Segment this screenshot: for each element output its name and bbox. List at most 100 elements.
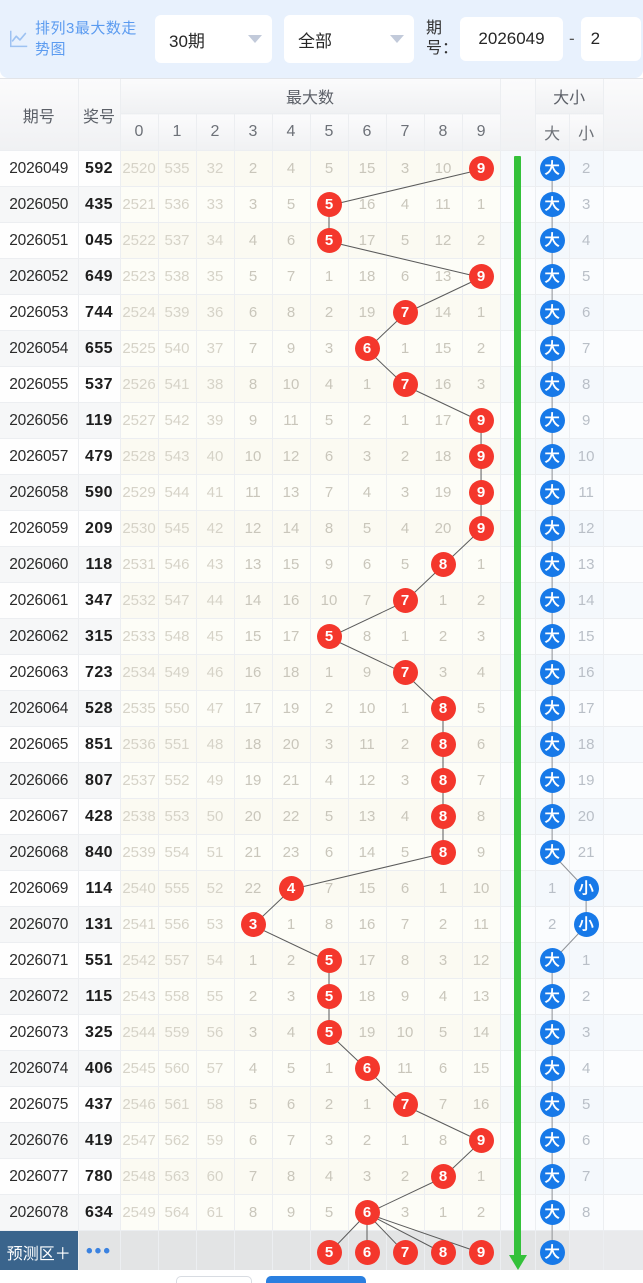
cell-miss: 559 bbox=[158, 1014, 197, 1051]
cell-prize: 045 bbox=[78, 222, 121, 259]
table-row[interactable]: 2026058 590 2529 544 41 11 13 7 4 3 19 9 大 11 bbox=[0, 474, 643, 511]
cell-miss: 545 bbox=[158, 510, 197, 547]
cell-miss: 5 bbox=[310, 1194, 349, 1231]
cell-hit-ball: 8 bbox=[424, 546, 463, 583]
prediction-cell-ball[interactable]: 9 bbox=[462, 1230, 501, 1273]
cell-miss: 4 bbox=[234, 222, 273, 259]
table-row[interactable]: 2026049 592 2520 535 32 2 4 5 15 3 10 9 大 2 bbox=[0, 150, 643, 187]
table-row[interactable]: 2026070 131 2541 556 53 3 1 8 16 7 2 11 2 小 bbox=[0, 906, 643, 943]
cell-hit-ball: 7 bbox=[386, 366, 425, 403]
cell-miss: 1 bbox=[424, 1194, 463, 1231]
cell-miss: 537 bbox=[158, 222, 197, 259]
prediction-cell-empty[interactable] bbox=[120, 1230, 159, 1273]
bottom-primary-button[interactable] bbox=[266, 1276, 366, 1283]
cell-miss: 2524 bbox=[120, 294, 159, 331]
cell-miss: 19 bbox=[234, 762, 273, 799]
prediction-cell-empty[interactable] bbox=[196, 1230, 235, 1273]
issue-from-input[interactable]: 2026049 bbox=[460, 17, 563, 61]
table-row[interactable]: 2026065 851 2536 551 48 18 20 3 11 2 8 6 大 18 bbox=[0, 726, 643, 763]
size-ball-big: 大 bbox=[539, 516, 565, 541]
prediction-ball[interactable]: 5 bbox=[316, 1239, 342, 1265]
table-row[interactable]: 2026078 634 2549 564 61 8 9 5 6 3 1 2 大 8 bbox=[0, 1194, 643, 1231]
table-row[interactable]: 2026073 325 2544 559 56 3 4 5 19 10 5 14 大 3 bbox=[0, 1014, 643, 1051]
cell-tail bbox=[603, 1014, 643, 1051]
table-row[interactable]: 2026055 537 2526 541 38 8 10 4 1 7 16 3 大 8 bbox=[0, 366, 643, 403]
cell-miss: 2547 bbox=[120, 1122, 159, 1159]
cell-miss: 4 bbox=[424, 978, 463, 1015]
prediction-cell-empty[interactable] bbox=[158, 1230, 197, 1273]
cell-miss: 6 bbox=[386, 870, 425, 907]
prediction-row[interactable]: 预测区＋ ••• 5 6 7 8 9 大 bbox=[0, 1230, 643, 1273]
prediction-cell-ball[interactable]: 7 bbox=[386, 1230, 425, 1273]
hit-ball: 5 bbox=[316, 1020, 342, 1045]
table-row[interactable]: 2026057 479 2528 543 40 10 12 6 3 2 18 9 大 10 bbox=[0, 438, 643, 475]
cell-miss: 5 bbox=[386, 834, 425, 871]
cell-prize: 590 bbox=[78, 474, 121, 511]
prediction-ball[interactable]: 7 bbox=[392, 1239, 418, 1265]
cell-prize: 592 bbox=[78, 150, 121, 187]
table-row[interactable]: 2026072 115 2543 558 55 2 3 5 18 9 4 13 大 2 bbox=[0, 978, 643, 1015]
size-ball-big: 大 bbox=[539, 192, 565, 217]
prediction-cell-empty[interactable] bbox=[272, 1230, 311, 1273]
table-row[interactable]: 2026075 437 2546 561 58 5 6 2 1 7 7 16 大 5 bbox=[0, 1086, 643, 1123]
prediction-cell-ball[interactable]: 6 bbox=[348, 1230, 387, 1273]
table-row[interactable]: 2026050 435 2521 536 33 3 5 5 16 4 11 1 大 3 bbox=[0, 186, 643, 223]
table-row[interactable]: 2026054 655 2525 540 37 7 9 3 6 1 15 2 大 7 bbox=[0, 330, 643, 367]
cell-miss: 1 bbox=[424, 870, 463, 907]
cell-miss: 9 bbox=[272, 1194, 311, 1231]
prediction-add-button[interactable]: 预测区＋ bbox=[0, 1230, 79, 1273]
cell-miss: 7 bbox=[272, 258, 311, 295]
table-row[interactable]: 2026051 045 2522 537 34 4 6 5 17 5 12 2 大 4 bbox=[0, 222, 643, 259]
prediction-ball[interactable]: 8 bbox=[430, 1239, 456, 1265]
prediction-cell-ball[interactable]: 8 bbox=[424, 1230, 463, 1273]
table-row[interactable]: 2026061 347 2532 547 44 14 16 10 7 7 1 2 大 14 bbox=[0, 582, 643, 619]
cell-size-ball: 大 bbox=[535, 330, 570, 367]
filter-select[interactable]: 全部 bbox=[284, 15, 414, 63]
cell-miss: 2532 bbox=[120, 582, 159, 619]
bottom-secondary-button[interactable] bbox=[176, 1276, 252, 1283]
table-row[interactable]: 2026069 114 2540 555 52 22 4 7 15 6 1 10 1 小 bbox=[0, 870, 643, 907]
table-row[interactable]: 2026064 528 2535 550 47 17 19 2 10 1 8 5 大 17 bbox=[0, 690, 643, 727]
table-row[interactable]: 2026074 406 2545 560 57 4 5 1 6 11 6 15 大 4 bbox=[0, 1050, 643, 1087]
table-row[interactable]: 2026063 723 2534 549 46 16 18 1 9 7 3 4 大 16 bbox=[0, 654, 643, 691]
cell-miss: 33 bbox=[196, 186, 235, 223]
table-row[interactable]: 2026053 744 2524 539 36 6 8 2 19 7 14 1 大 6 bbox=[0, 294, 643, 331]
table-row[interactable]: 2026062 315 2533 548 45 15 17 5 8 1 2 3 大 15 bbox=[0, 618, 643, 655]
table-row[interactable]: 2026076 419 2547 562 59 6 7 3 2 1 8 9 大 6 bbox=[0, 1122, 643, 1159]
cell-miss: 39 bbox=[196, 402, 235, 439]
table-row[interactable]: 2026059 209 2530 545 42 12 14 8 5 4 20 9 大 12 bbox=[0, 510, 643, 547]
table-row[interactable]: 2026056 119 2527 542 39 9 11 5 2 1 17 9 大 9 bbox=[0, 402, 643, 439]
prediction-cell-ball[interactable]: 5 bbox=[310, 1230, 349, 1273]
table-row[interactable]: 2026052 649 2523 538 35 5 7 1 18 6 13 9 大 5 bbox=[0, 258, 643, 295]
cell-size-ball: 大 bbox=[535, 690, 570, 727]
prediction-more-button[interactable]: ••• bbox=[78, 1230, 121, 1273]
cell-miss: 2523 bbox=[120, 258, 159, 295]
table-row[interactable]: 2026060 118 2531 546 43 13 15 9 6 5 8 1 大 13 bbox=[0, 546, 643, 583]
prediction-cell-empty[interactable] bbox=[234, 1230, 273, 1273]
issue-to-input[interactable]: 2 bbox=[580, 17, 641, 61]
cell-miss: 3 bbox=[424, 654, 463, 691]
cell-size-count: 6 bbox=[569, 1122, 604, 1159]
cell-hit-ball: 5 bbox=[310, 1014, 349, 1051]
cell-issue: 2026052 bbox=[0, 258, 79, 295]
prediction-size-ball-big[interactable]: 大 bbox=[539, 1239, 565, 1265]
prediction-size-ball[interactable]: 大 bbox=[535, 1230, 570, 1273]
cell-miss: 17 bbox=[272, 618, 311, 655]
table-row[interactable]: 2026068 840 2539 554 51 21 23 6 14 5 8 9 大 21 bbox=[0, 834, 643, 871]
cell-prize: 114 bbox=[78, 870, 121, 907]
prediction-ball[interactable]: 6 bbox=[354, 1239, 380, 1265]
table-row[interactable]: 2026066 807 2537 552 49 19 21 4 12 3 8 7 大 19 bbox=[0, 762, 643, 799]
table-row[interactable]: 2026067 428 2538 553 50 20 22 5 13 4 8 8 大 20 bbox=[0, 798, 643, 835]
cell-miss: 60 bbox=[196, 1158, 235, 1195]
prediction-ball[interactable]: 9 bbox=[468, 1239, 494, 1265]
cell-issue: 2026060 bbox=[0, 546, 79, 583]
cell-hit-ball: 9 bbox=[462, 1122, 501, 1159]
cell-miss: 18 bbox=[272, 654, 311, 691]
cell-miss: 2538 bbox=[120, 798, 159, 835]
cell-miss: 4 bbox=[386, 186, 425, 223]
size-ball-big: 大 bbox=[539, 804, 565, 829]
cell-miss: 2 bbox=[234, 978, 273, 1015]
period-select[interactable]: 30期 bbox=[155, 15, 272, 63]
table-row[interactable]: 2026077 780 2548 563 60 7 8 4 3 2 8 1 大 7 bbox=[0, 1158, 643, 1195]
table-row[interactable]: 2026071 551 2542 557 54 1 2 5 17 8 3 12 大 1 bbox=[0, 942, 643, 979]
